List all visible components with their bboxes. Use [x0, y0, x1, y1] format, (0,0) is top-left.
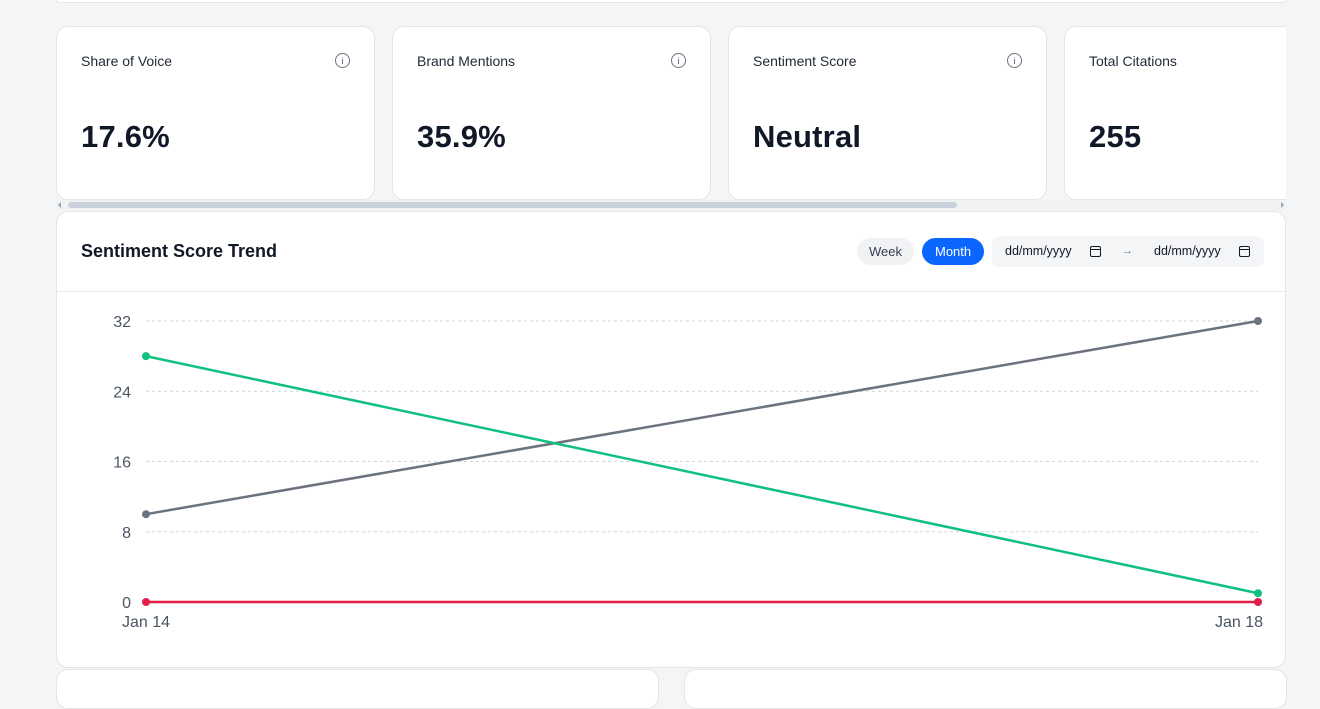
kpi-label: Sentiment Score — [753, 53, 857, 69]
y-tick-label: 32 — [113, 314, 131, 331]
kpi-value: 35.9% — [417, 119, 506, 154]
y-tick-label: 8 — [122, 525, 131, 542]
kpi-label: Brand Mentions — [417, 53, 516, 69]
range-arrow-icon: → — [1122, 245, 1133, 257]
y-tick-label: 0 — [122, 595, 131, 612]
kpi-value: Neutral — [753, 119, 862, 154]
y-tick-label: 24 — [113, 384, 131, 401]
sentiment-trend-card: Sentiment Score Trend Week Month dd/mm/y… — [56, 211, 1286, 668]
calendar-icon[interactable] — [1090, 246, 1101, 257]
bottom-card-left — [56, 669, 659, 709]
kpi-card-brand-mentions: Brand Mentions 35.9% — [392, 26, 711, 200]
series-line-0 — [145, 319, 1259, 516]
trend-title: Sentiment Score Trend — [81, 241, 278, 261]
calendar-icon[interactable] — [1239, 246, 1250, 257]
kpi-label: Share of Voice — [81, 53, 173, 69]
kpi-label: Total Citations — [1089, 53, 1177, 69]
kpi-cards-row: Share of Voice 17.6% Brand Mentions 35.9… — [56, 26, 1286, 200]
trend-card-header: Sentiment Score Trend Week Month dd/mm/y… — [57, 212, 1285, 292]
series-line-1 — [145, 354, 1259, 595]
horizontal-scrollbar[interactable] — [56, 200, 1286, 210]
sentiment-trend-chart: 0 8 16 24 32 Jan 14 Jan 18 — [113, 314, 1263, 631]
data-point[interactable] — [1254, 317, 1262, 325]
week-button[interactable]: Week — [857, 238, 914, 265]
previous-card-edge — [56, 0, 1286, 3]
y-tick-label: 16 — [113, 455, 131, 472]
info-icon[interactable] — [671, 53, 686, 68]
data-point[interactable] — [1254, 589, 1262, 598]
kpi-value: 17.6% — [81, 119, 170, 154]
kpi-card-total-citations: Total Citations 255 — [1064, 26, 1286, 200]
kpi-card-sentiment-score: Sentiment Score Neutral — [728, 26, 1047, 200]
kpi-card-share-of-voice: Share of Voice 17.6% — [56, 26, 375, 200]
date-to-input[interactable]: dd/mm/yyyy — [1154, 244, 1221, 258]
data-point[interactable] — [142, 598, 150, 606]
x-tick-label: Jan 14 — [122, 614, 170, 631]
bottom-card-right — [684, 669, 1287, 709]
month-button[interactable]: Month — [922, 238, 985, 265]
info-icon[interactable] — [335, 53, 350, 68]
kpi-cards-scroller[interactable]: Share of Voice 17.6% Brand Mentions 35.9… — [56, 26, 1286, 202]
kpi-value: 255 — [1089, 119, 1142, 154]
data-point[interactable] — [1254, 598, 1262, 606]
date-from-input[interactable]: dd/mm/yyyy — [1005, 244, 1072, 258]
x-tick-label: Jan 18 — [1215, 614, 1263, 631]
info-icon[interactable] — [1007, 53, 1022, 68]
scroll-right-arrow-icon[interactable] — [1281, 202, 1284, 208]
data-point[interactable] — [142, 510, 150, 519]
scrollbar-thumb[interactable] — [68, 202, 957, 208]
date-range-picker: dd/mm/yyyy → dd/mm/yyyy — [992, 236, 1264, 267]
data-point[interactable] — [142, 352, 150, 361]
scroll-left-arrow-icon[interactable] — [58, 202, 61, 208]
